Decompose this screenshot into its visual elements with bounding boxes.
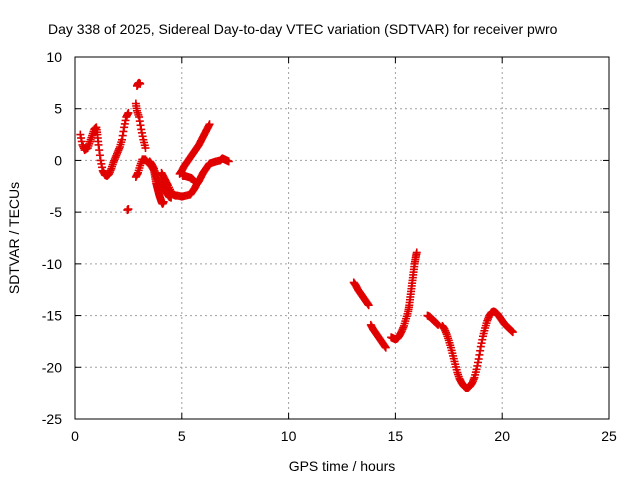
data-point — [364, 301, 373, 310]
y-tick-label: 0 — [54, 152, 62, 168]
data-point — [224, 157, 233, 166]
data-point — [141, 144, 150, 153]
y-axis-label: SDTVAR / TECUs — [6, 182, 22, 294]
x-tick-label: 10 — [281, 428, 297, 444]
x-tick-label: 15 — [388, 428, 404, 444]
y-tick-label: -10 — [42, 256, 62, 272]
axis-ticks: 0 5 10 15 20 25 -25 -20 -15 -10 -5 0 5 10 — [42, 49, 617, 444]
data-point — [434, 320, 443, 329]
y-tick-label: -25 — [42, 411, 62, 427]
plot-frame — [74, 56, 610, 420]
data-point — [412, 248, 421, 257]
data-point — [136, 79, 145, 88]
y-tick-label: -20 — [42, 359, 62, 375]
y-tick-label: 5 — [54, 101, 62, 117]
grid — [75, 57, 609, 419]
x-tick-label: 0 — [71, 428, 79, 444]
chart-title: Day 338 of 2025, Sidereal Day-to-day VTE… — [48, 21, 558, 37]
data-point — [124, 108, 133, 117]
data-point — [381, 343, 390, 352]
data-point — [124, 205, 133, 214]
y-tick-label: -5 — [50, 204, 63, 220]
x-tick-label: 20 — [494, 428, 510, 444]
x-axis-label: GPS time / hours — [289, 458, 396, 474]
y-tick-label: 10 — [46, 49, 62, 65]
data-point — [205, 120, 214, 129]
x-tick-label: 5 — [178, 428, 186, 444]
x-tick-label: 25 — [601, 428, 617, 444]
data-point — [190, 178, 199, 187]
data-points — [76, 78, 517, 392]
data-point — [508, 328, 517, 337]
y-tick-label: -15 — [42, 308, 62, 324]
data-point — [159, 197, 168, 206]
